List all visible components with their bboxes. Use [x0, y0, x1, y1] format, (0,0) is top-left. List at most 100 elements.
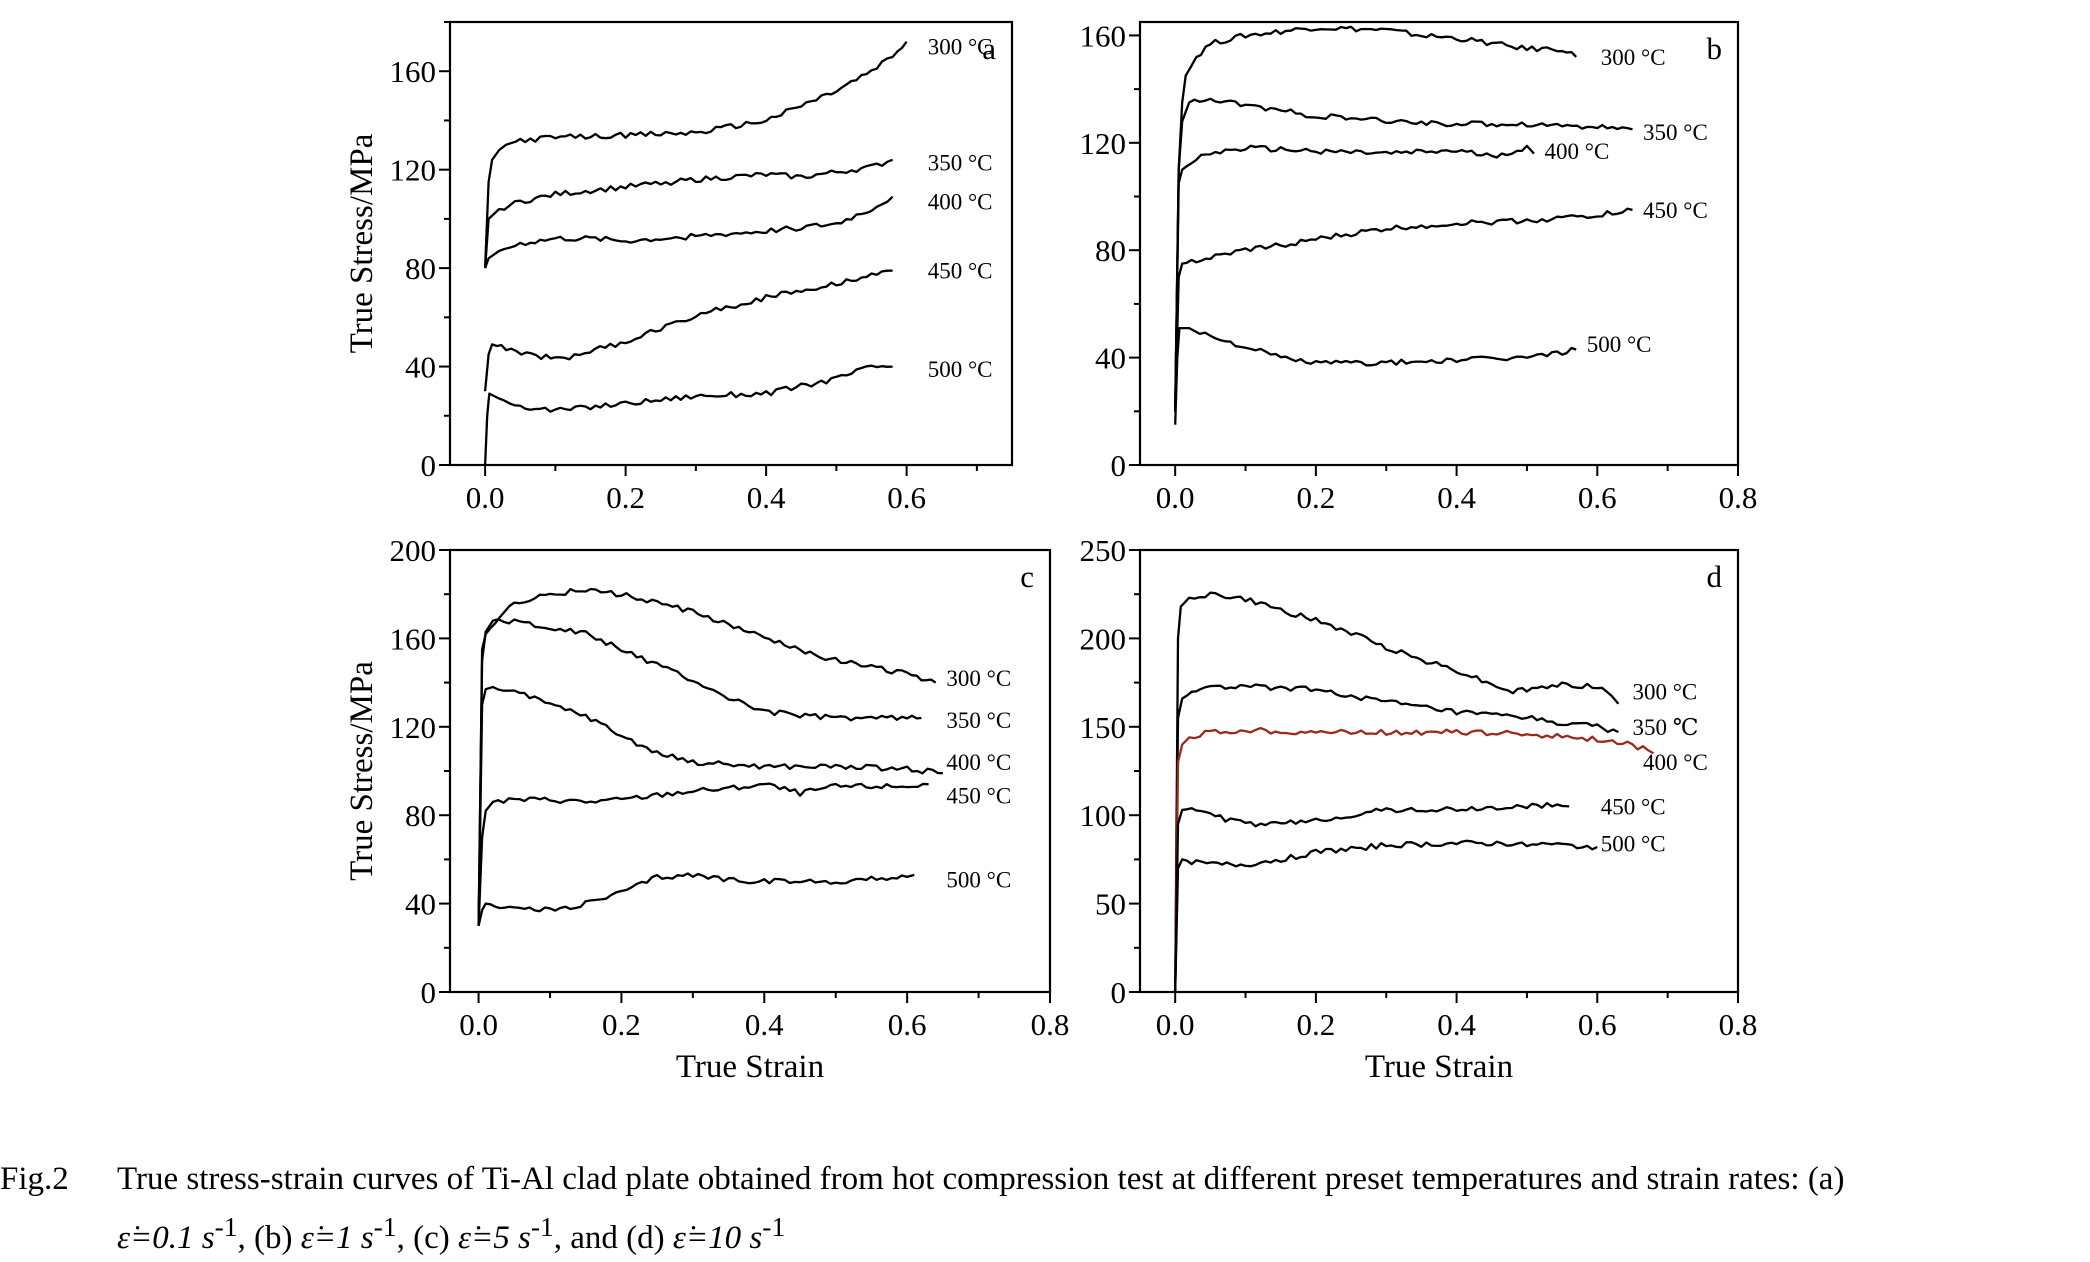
series-line	[1174, 144, 1535, 412]
y-tick-label: 40	[1095, 341, 1126, 376]
caption-c-prefix: , (c)	[396, 1220, 458, 1256]
panel-letter: b	[1707, 31, 1723, 66]
x-tick-label: 0.2	[606, 480, 645, 515]
series-line	[1174, 97, 1633, 412]
series-line	[1174, 25, 1578, 412]
series-label: 500 °C	[1601, 831, 1666, 856]
y-tick-label: 120	[390, 153, 437, 188]
series-line	[484, 195, 894, 269]
caption-rate-d-unit: -1	[762, 1211, 786, 1242]
series-line	[483, 158, 894, 269]
y-tick-label: 80	[405, 251, 436, 286]
series-line	[477, 685, 943, 926]
x-tick-label: 0.8	[1719, 480, 1758, 515]
y-tick-label: 120	[390, 710, 437, 745]
y-tick-label: 160	[390, 621, 437, 656]
x-tick-label: 0.6	[1578, 480, 1617, 515]
y-tick-label: 0	[421, 975, 437, 1010]
y-tick-label: 150	[1080, 710, 1127, 745]
x-tick-label: 0.4	[745, 1007, 784, 1042]
series-line	[477, 618, 922, 926]
panel-letter: d	[1707, 559, 1723, 594]
series-line	[1174, 326, 1577, 425]
panel-b: 0.0 0.2 0.4 0.6 0.8 0 40 80 120 160 b 300 °C 350 °C 4…	[1080, 18, 1758, 515]
panel-c: 0.0 0.2 0.4 0.6 0.8 0 40 80 120 160 200 True Stress…	[344, 533, 1069, 1085]
series-label: 450 °C	[1601, 794, 1666, 819]
series-line	[1174, 801, 1570, 993]
series-label: 500 °C	[928, 357, 993, 382]
series-label: 450 °C	[946, 783, 1011, 808]
x-tick-label: 0.0	[1156, 1007, 1195, 1042]
x-tick-label: 0.4	[1437, 1007, 1476, 1042]
series-label: 350 °C	[1643, 120, 1708, 145]
x-tick-label: 0.6	[1578, 1007, 1617, 1042]
y-tick-label: 80	[1095, 233, 1126, 268]
series-label: 300 °C	[1601, 45, 1666, 70]
y-tick-label: 100	[1080, 798, 1127, 833]
series-label: 500 °C	[946, 867, 1011, 892]
y-tick-label: 200	[1080, 621, 1127, 656]
y-tick-label: 0	[1111, 975, 1127, 1010]
series-line	[477, 782, 929, 926]
y-axis-title: True Stress/MPa	[344, 133, 380, 353]
x-tick-label: 0.6	[888, 1007, 927, 1042]
caption-label: Fig.2	[0, 1161, 69, 1197]
y-tick-label: 120	[1080, 126, 1127, 161]
series-label: 400 °C	[1545, 139, 1610, 164]
panel-letter: c	[1020, 559, 1034, 594]
series-line	[477, 587, 937, 926]
y-tick-label: 40	[405, 887, 436, 922]
panel-d: 0.0 0.2 0.4 0.6 0.8 0 50 100 150 200 250 True Strai…	[1080, 533, 1758, 1085]
x-tick-label: 0.6	[887, 480, 926, 515]
caption-text: True stress-strain curves of Ti-Al clad …	[117, 1161, 1845, 1197]
y-tick-label: 0	[421, 448, 437, 483]
y-tick-label: 40	[405, 350, 436, 385]
series-label: 400 °C	[946, 750, 1011, 775]
series-line	[1174, 726, 1655, 993]
y-tick-label: 0	[1111, 448, 1127, 483]
series-label: 350 ℃	[1632, 715, 1698, 740]
x-tick-label: 0.2	[1297, 1007, 1336, 1042]
x-tick-label: 0.4	[1437, 480, 1476, 515]
x-tick-label: 0.2	[1297, 480, 1336, 515]
series-line	[483, 269, 893, 392]
panel-letter: a	[982, 31, 996, 66]
y-tick-label: 250	[1080, 533, 1127, 568]
series-line	[477, 872, 915, 926]
y-tick-label: 80	[405, 798, 436, 833]
x-tick-label: 0.0	[459, 1007, 498, 1042]
series-label: 400 °C	[928, 190, 993, 215]
caption-rate-a: ε̇=0.1 s	[117, 1220, 215, 1256]
x-tick-label: 0.4	[747, 480, 786, 515]
caption-b-prefix: , (b)	[237, 1220, 301, 1256]
x-tick-label: 0.0	[1156, 480, 1195, 515]
series-line	[1174, 839, 1598, 993]
series-label: 500 °C	[1587, 332, 1652, 357]
caption-strain-rates: ε̇=0.1 s-1, (b) ε̇=1 s-1, (c) ε̇=5 s-1, …	[117, 1203, 785, 1262]
series-line	[1174, 207, 1633, 412]
series-label: 300 °C	[928, 35, 993, 60]
caption-rate-d: ε̇=10 s	[672, 1220, 763, 1256]
plot-frame	[1138, 20, 1740, 467]
series-label: 350 °C	[928, 150, 993, 175]
x-tick-label: 0.2	[602, 1007, 641, 1042]
series-label: 450 °C	[1643, 198, 1708, 223]
caption-rate-c: ε̇=5 s	[457, 1220, 531, 1256]
y-tick-label: 160	[1080, 18, 1127, 53]
series-label: 350 °C	[946, 708, 1011, 733]
x-axis-title: True Strain	[1365, 1049, 1513, 1085]
series-line	[1174, 591, 1620, 993]
caption-rate-b-unit: -1	[373, 1211, 397, 1242]
caption-d-prefix: , and (d)	[553, 1220, 673, 1256]
series-line	[483, 41, 908, 269]
caption-rate-c-unit: -1	[530, 1211, 554, 1242]
x-tick-label: 0.8	[1719, 1007, 1758, 1042]
y-tick-label: 50	[1095, 887, 1126, 922]
plot-frame	[448, 20, 1014, 467]
series-label: 450 °C	[928, 259, 993, 284]
y-tick-label: 160	[390, 54, 437, 89]
series-label: 400 °C	[1643, 750, 1708, 775]
caption-rate-a-unit: -1	[214, 1211, 238, 1242]
